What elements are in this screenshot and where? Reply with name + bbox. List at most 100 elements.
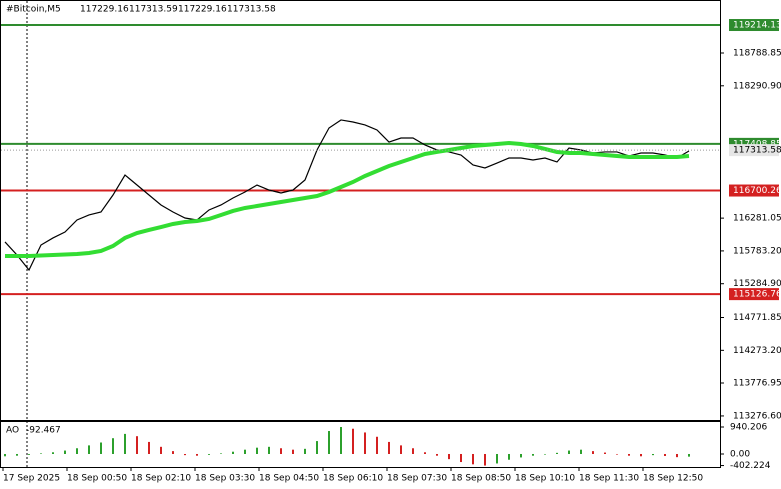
ao-bar: [172, 451, 174, 454]
ao-bar: [220, 453, 222, 454]
ao-bar: [676, 453, 678, 458]
x-tick-label: 18 Sep 11:30: [579, 474, 639, 484]
ao-bar: [292, 449, 294, 454]
ao-bar: [616, 453, 618, 455]
ohlc-value: 117229.16: [178, 5, 227, 15]
y-tick-label: 116281.05: [733, 214, 781, 224]
ao-bar: [484, 453, 486, 466]
ao-bar: [568, 450, 570, 454]
level-label: 116700.26: [733, 186, 781, 196]
ao-bar: [532, 453, 534, 456]
ao-bar: [100, 442, 102, 454]
y-tick-label: 940.206: [730, 422, 767, 432]
ao-bar: [208, 453, 210, 455]
y-tick-label: 0.00: [730, 449, 750, 459]
ao-frame: [0, 421, 721, 468]
ao-bar: [376, 436, 378, 454]
x-tick-label: 18 Sep 08:50: [451, 474, 511, 484]
ohlc-value: 117313.59: [129, 5, 178, 15]
ao-bar: [496, 453, 498, 464]
x-tick-label: 18 Sep 04:50: [259, 474, 319, 484]
ao-bar: [160, 446, 162, 454]
ao-bar: [244, 449, 246, 454]
current-price-label: 117313.58: [733, 146, 781, 156]
ao-bar: [280, 448, 282, 454]
y-tick-label: 115783.20: [733, 246, 781, 256]
ao-bar: [592, 451, 594, 454]
x-tick-label: 18 Sep 12:50: [643, 474, 703, 484]
ao-bar: [16, 453, 18, 456]
ao-bar: [424, 452, 426, 454]
ao-bar: [412, 448, 414, 454]
ao-bar: [64, 450, 66, 454]
ao-bar: [628, 453, 630, 456]
level-label: 115126.76: [733, 290, 781, 300]
y-tick-label: 113776.95: [733, 379, 781, 389]
symbol: #Bitcoin,M5: [6, 5, 61, 15]
x-tick-label: 18 Sep 10:10: [515, 474, 575, 484]
ao-bar: [28, 453, 30, 455]
ao-bar: [508, 453, 510, 460]
ohlc-value: 117313.58: [227, 5, 276, 15]
ao-bar: [148, 441, 150, 454]
y-tick-label: 114771.85: [733, 313, 781, 323]
ao-bar: [364, 432, 366, 454]
ao-bar: [124, 433, 126, 454]
ao-bar: [652, 453, 654, 456]
ao-bar: [448, 453, 450, 460]
ao-bar: [556, 452, 558, 454]
ao-bar: [52, 452, 54, 454]
ao-bar: [340, 426, 342, 454]
ao-bar: [184, 453, 186, 456]
ao-bar: [40, 453, 42, 454]
ao-bar: [196, 453, 198, 456]
ao-bar: [460, 453, 462, 463]
y-tick-label: 118290.90: [733, 81, 781, 91]
ao-bar: [544, 453, 546, 455]
ao-bar: [640, 453, 642, 457]
price-line: [4, 119, 690, 272]
ao-bar: [472, 453, 474, 465]
indicator-value: -92.467: [26, 426, 61, 436]
main-frame: [0, 0, 721, 421]
ohlc-value: 117229.16: [80, 5, 129, 15]
x-tick-label: 17 Sep 2025: [3, 474, 60, 484]
level-label-bg: [729, 288, 779, 301]
ao-bar: [304, 448, 306, 454]
ao-bar: [76, 448, 78, 454]
ao-bar: [268, 446, 270, 454]
ao-bar: [388, 441, 390, 454]
ao-bar: [316, 441, 318, 454]
ao-bar: [436, 453, 438, 456]
level-label: 119214.13: [733, 21, 781, 31]
x-tick-label: 18 Sep 07:30: [387, 474, 447, 484]
ao-bar: [604, 452, 606, 454]
x-tick-label: 18 Sep 03:30: [195, 474, 255, 484]
indicator-name: AO: [6, 426, 19, 436]
x-tick-label: 18 Sep 00:50: [67, 474, 127, 484]
y-tick-label: 114273.20: [733, 346, 781, 356]
ao-bar: [688, 453, 690, 457]
ao-bar: [112, 438, 114, 454]
ao-bar: [328, 431, 330, 454]
ao-bar: [256, 447, 258, 454]
ao-bar: [580, 449, 582, 454]
level-label-bg: [729, 19, 779, 32]
y-tick-label: 113276.60: [733, 411, 781, 421]
y-tick-label: -402.224: [730, 461, 771, 471]
ao-bar: [232, 451, 234, 454]
x-tick-label: 18 Sep 02:10: [131, 474, 191, 484]
price-line: [5, 140, 690, 258]
y-tick-label: 118788.85: [733, 49, 781, 59]
ao-bar: [664, 453, 666, 457]
level-label-bg: [729, 184, 779, 197]
ao-bar: [520, 453, 522, 458]
ao-bar: [400, 445, 402, 454]
y-tick-label: 115284.90: [733, 279, 781, 289]
ao-bar: [352, 428, 354, 454]
ao-bar: [136, 436, 138, 454]
ao-bar: [4, 453, 6, 457]
x-tick-label: 18 Sep 06:10: [323, 474, 383, 484]
